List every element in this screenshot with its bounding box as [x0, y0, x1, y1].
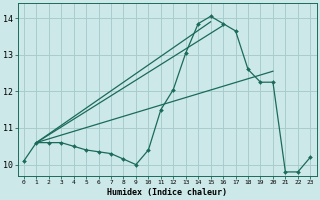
- X-axis label: Humidex (Indice chaleur): Humidex (Indice chaleur): [107, 188, 227, 197]
